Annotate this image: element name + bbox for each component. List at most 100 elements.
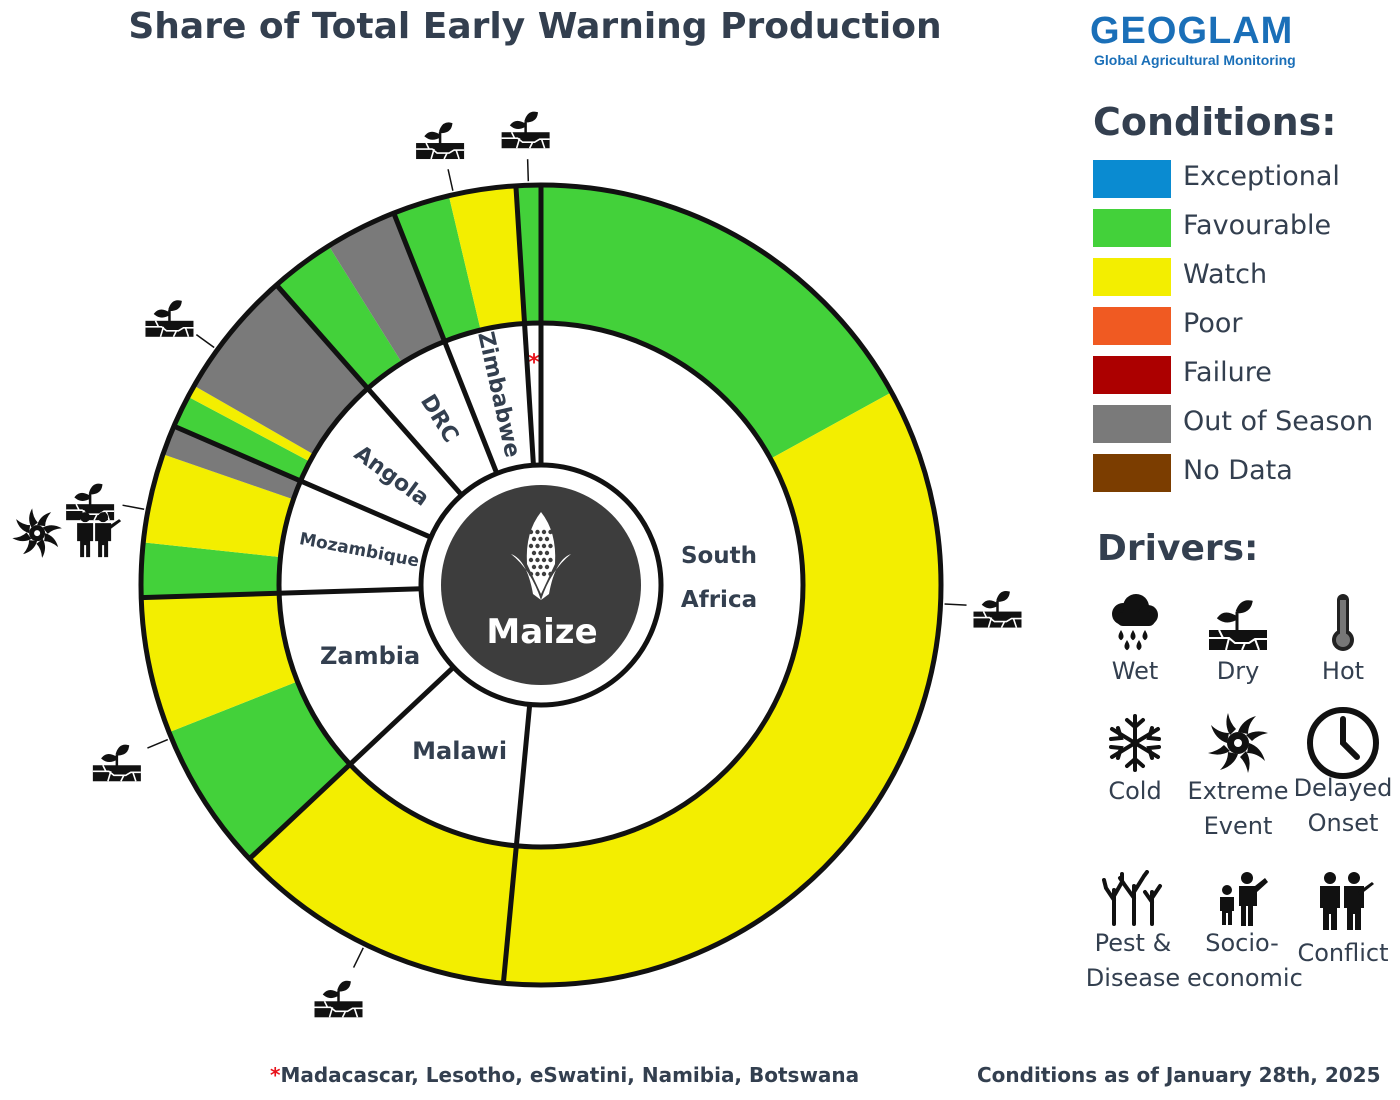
driver-markers [12,111,1022,1018]
segment-favourable [541,185,892,459]
pest-disease-icon [1102,870,1162,926]
legend-label: Failure [1183,357,1272,388]
legend-label: Out of Season [1183,406,1374,437]
segment-out-of-season [162,426,301,500]
dry-icon [973,591,1022,628]
driver-label: Extreme Event [1187,777,1289,840]
swatch [1093,454,1171,492]
driver-socio-economic: Socio- economic [1187,870,1303,996]
footnote-star: * [270,1063,281,1087]
dry-icon [145,300,194,338]
driver-arrow [352,947,364,968]
driver-pest-disease: Pest & Disease [1078,870,1188,996]
conflict-icon [77,512,122,558]
cold-icon [1109,714,1161,772]
conflict-icon [1320,872,1374,930]
geoglam-logo: GEOGLAM Global Agricultural Monitoring [1090,8,1305,72]
segment-watch [503,392,941,985]
swatch [1093,160,1171,198]
driver-arrow [447,169,454,191]
footnote-text: Madacascar, Lesotho, eSwatini, Namibia, … [280,1063,860,1087]
driver-hot: Hot [1288,592,1398,689]
driver-cold: Cold [1080,712,1190,809]
chart-title: Share of Total Early Warning Production [128,6,942,47]
extreme-event-icon [1208,713,1268,773]
driver-wet: Wet [1080,592,1190,689]
segment-watch [188,385,314,462]
segment-favourable [515,185,541,324]
swatch [1093,405,1171,443]
driver-delayed-onset: Delayed Onset [1288,705,1398,841]
hot-icon [1332,594,1354,651]
country-label: Malawi [412,737,507,765]
country-label: South Africa [681,543,757,613]
legend-label: Favourable [1183,210,1332,241]
swatch [1093,258,1171,296]
driver-arrow [944,603,967,606]
driver-arrow [195,333,215,349]
country-slice [300,388,462,538]
conditions-heading: Conditions: [1093,100,1337,144]
dry-icon [501,111,550,149]
country-slice [367,341,497,495]
logo-tagline: Global Agricultural Monitoring [1094,52,1296,68]
center-label: Maize [486,612,598,652]
country-label: * [528,351,540,376]
country-divider [141,586,422,601]
country-divider [172,423,432,540]
country-divider [513,185,536,466]
legend-label: No Data [1183,455,1293,486]
driver-label: Dry [1216,657,1260,685]
driver-extreme-event: Extreme Event [1183,712,1293,844]
driver-dry: Dry [1183,592,1293,689]
driver-arrow [526,159,530,182]
segment-favourable [276,245,403,389]
country-label: Zambia [320,642,420,670]
country-divider [391,212,500,475]
footnote: *Madacascar, Lesotho, eSwatini, Namibia,… [270,1063,859,1087]
segment-favourable [140,542,281,598]
country-slice [444,323,534,474]
driver-conflict: Conflict [1288,870,1398,971]
dry-icon [92,744,141,782]
swatch [1093,307,1171,345]
legend-label: Poor [1183,308,1243,339]
driver-label: Wet [1111,657,1159,685]
legend-label: Exceptional [1183,161,1340,192]
driver-label: Delayed Onset [1293,774,1393,837]
swatch [1093,356,1171,394]
country-divider [247,665,456,861]
maize-icon [511,512,571,600]
segment-watch [448,185,525,331]
country-slice [279,588,454,765]
drivers-heading: Drivers: [1097,528,1259,569]
delayed-onset-icon [1307,707,1379,779]
donut-chart: South AfricaMalawiZambiaMozambiqueAngolaD… [12,111,1022,1018]
driver-label: Hot [1321,657,1365,685]
driver-label: Socio- economic [1187,929,1303,992]
legend-label: Watch [1183,259,1268,290]
segment-favourable [393,195,481,342]
driver-label: Cold [1108,777,1162,805]
socio-economic-icon [1220,872,1268,926]
conditions-date: Conditions as of January 28th, 2025 [977,1063,1381,1087]
segment-out-of-season [328,213,445,363]
segment-watch [141,593,298,733]
driver-label: Pest & Disease [1085,929,1181,992]
segment-watch [143,454,294,558]
dry-icon [314,980,363,1018]
country-slice [279,480,431,594]
outer-ring [140,185,941,985]
dry-icon [1209,600,1267,651]
segment-favourable [173,396,310,481]
swatch [1093,209,1171,247]
country-divider [274,283,464,497]
driver-arrow [147,738,169,749]
wet-icon [1112,594,1158,651]
logo-word: GEOGLAM [1090,10,1294,52]
dry-icon [416,122,465,160]
segment-watch [249,764,517,984]
driver-label: Conflict [1297,939,1389,967]
country-divider [500,704,533,984]
driver-arrow [122,504,145,511]
